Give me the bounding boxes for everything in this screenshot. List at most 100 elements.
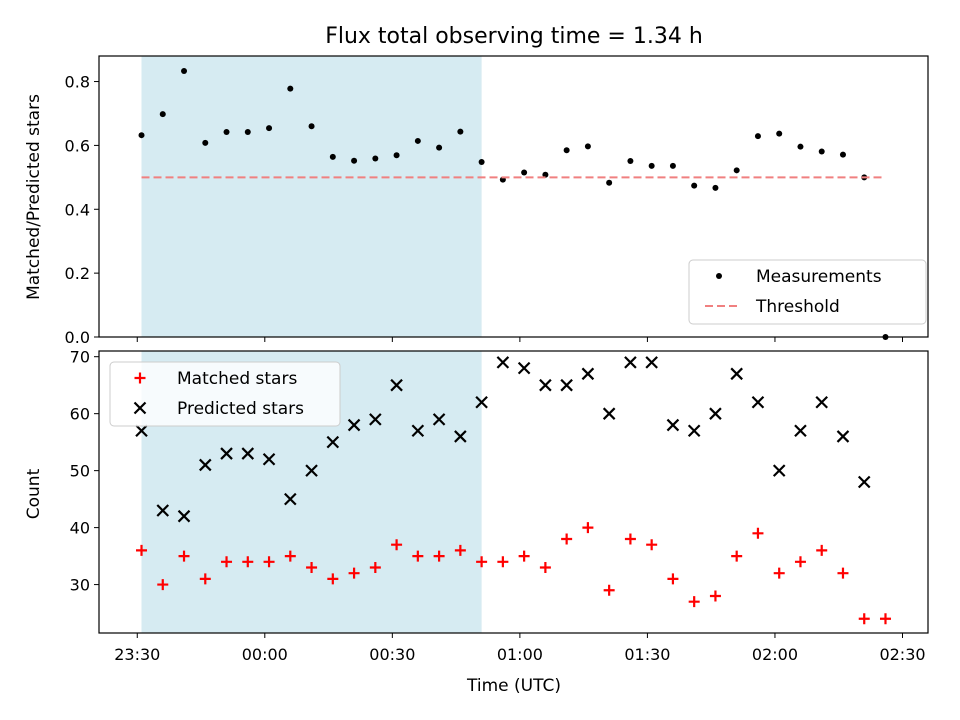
legend-panel-1: Matched stars Predicted stars	[109, 361, 341, 427]
predicted-stars-point	[602, 407, 616, 420]
measurement-point	[138, 132, 145, 139]
legend-label-measurements: Measurements	[756, 267, 882, 287]
predicted-stars-point	[411, 424, 425, 438]
measurement-point	[308, 123, 315, 130]
measurement-point	[181, 68, 188, 75]
predicted-stars-point	[177, 509, 191, 523]
legend-box	[109, 361, 341, 427]
legend-panel-0: Measurements Threshold	[688, 259, 927, 325]
predicted-stars-point	[857, 475, 871, 489]
measurement-point	[627, 158, 634, 165]
matched-stars-point	[582, 522, 594, 534]
series-matched-stars	[136, 522, 891, 625]
predicted-stars-point	[496, 356, 510, 369]
matched-stars-point	[178, 550, 190, 562]
x-tick-label: 01:30	[624, 645, 670, 664]
panel-1: 30 40 50 60 70 23:30 00:00 00:30 01:00 01:30 02:00…	[70, 348, 929, 664]
matched-stars-point	[518, 550, 530, 562]
matched-stars-point	[773, 567, 785, 579]
measurement-point	[266, 125, 273, 132]
measurement-point	[733, 167, 740, 174]
series-measurements	[138, 68, 889, 340]
top-y-axis-label: Matched/Predicted stars	[24, 94, 44, 300]
measurement-point	[202, 139, 209, 146]
matched-stars-point	[284, 550, 296, 562]
legend-label-predicted-stars: Predicted stars	[177, 399, 304, 419]
legend-label-matched-stars: Matched stars	[177, 369, 297, 389]
matched-stars-point	[731, 550, 743, 562]
predicted-stars-point	[560, 378, 573, 392]
measurement-point	[521, 169, 528, 176]
measurement-point	[414, 137, 421, 144]
predicted-stars-point	[432, 413, 446, 426]
x-tick-label: 02:30	[879, 645, 925, 664]
matched-stars-point	[858, 613, 870, 625]
measurement-point	[223, 128, 230, 135]
legend-box	[688, 259, 927, 325]
predicted-stars-point	[666, 418, 680, 432]
matched-stars-point	[412, 550, 424, 562]
bottom-y-axis-label: Count	[24, 468, 44, 519]
matched-stars-point	[263, 556, 275, 568]
predicted-stars-point	[347, 418, 361, 432]
x-tick-label: 23:30	[114, 645, 160, 664]
predicted-stars-point	[241, 447, 255, 460]
panel-frame	[98, 350, 929, 634]
matched-stars-point	[837, 567, 849, 579]
predicted-stars-point	[794, 424, 807, 438]
panel-frame	[98, 55, 929, 338]
matched-stars-point	[752, 527, 764, 539]
matched-stars-point	[306, 561, 318, 573]
matched-stars-point	[879, 613, 891, 625]
measurement-point	[712, 184, 719, 191]
predicted-stars-point	[454, 430, 467, 443]
matched-stars-point	[603, 584, 615, 596]
predicted-stars-point	[815, 395, 828, 409]
y-tick-label: 70	[70, 348, 90, 367]
measurement-point	[159, 111, 166, 118]
y-tick-label: 40	[70, 519, 90, 538]
matched-stars-point	[709, 590, 721, 602]
predicted-stars-point	[624, 356, 637, 369]
matched-stars-point	[433, 550, 445, 562]
chart-title: Flux total observing time = 1.34 h	[325, 24, 703, 49]
matched-stars-point	[497, 556, 509, 568]
predicted-stars-point	[390, 378, 403, 392]
matched-stars-point	[816, 544, 828, 556]
y-tick-label: 0.8	[65, 73, 90, 92]
measurement-point	[287, 85, 294, 92]
predicted-stars-point	[772, 464, 786, 477]
x-axis-label: Time (UTC)	[466, 676, 561, 696]
legend-label-threshold: Threshold	[755, 297, 840, 317]
y-tick-label: 0.6	[65, 136, 90, 155]
predicted-stars-point	[709, 407, 722, 420]
measurement-point	[372, 155, 379, 162]
panel-0: 0.0 0.2 0.4 0.6 0.8 Measurements Threshold	[65, 55, 929, 347]
predicted-stars-point	[262, 452, 276, 466]
matched-stars-point	[369, 561, 381, 573]
measurement-point	[754, 133, 761, 140]
measurement-point	[584, 143, 591, 150]
y-tick-label: 0.0	[65, 328, 90, 347]
matched-stars-point	[646, 539, 658, 551]
matched-stars-point	[157, 579, 169, 591]
legend-marker-matched-stars	[134, 372, 146, 384]
x-tick-label: 00:00	[242, 645, 288, 664]
x-tick-label: 02:00	[752, 645, 798, 664]
predicted-stars-point	[645, 356, 658, 369]
measurement-point	[606, 179, 613, 186]
predicted-stars-point	[539, 378, 552, 392]
predicted-stars-point	[305, 464, 318, 477]
plot-area: 0.0 0.2 0.4 0.6 0.8 Measurements Threshold 30 40…	[65, 55, 929, 664]
measurement-point	[244, 128, 251, 135]
y-tick-label: 50	[70, 462, 90, 481]
x-tick-label: 00:30	[369, 645, 415, 664]
observing-interval-shade	[141, 56, 482, 337]
predicted-stars-point	[326, 435, 340, 449]
series-predicted-stars	[135, 356, 871, 523]
matched-stars-point	[327, 573, 339, 585]
legend-marker-measurements	[716, 273, 722, 279]
matched-stars-point	[667, 573, 679, 585]
matched-stars-point	[539, 561, 551, 573]
